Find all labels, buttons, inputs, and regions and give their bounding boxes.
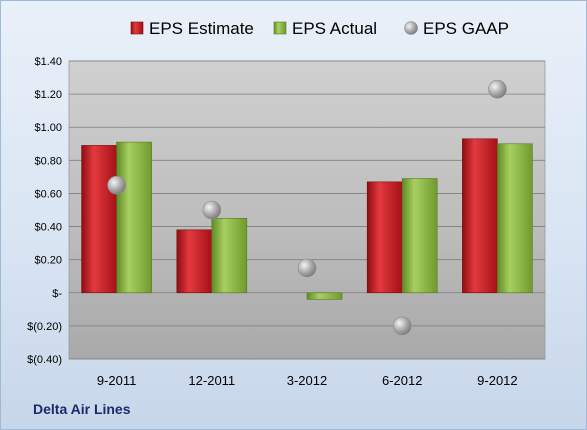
bar-eps-estimate (81, 145, 117, 294)
x-tick-label: 12-2011 (188, 373, 235, 388)
y-tick-label: $0.80 (34, 155, 62, 167)
x-tick-label: 6-2012 (382, 373, 422, 388)
bar-eps-actual (116, 141, 152, 294)
point-eps-gaap (297, 258, 317, 278)
legend-label: EPS Actual (292, 19, 377, 38)
y-tick-label: $0.60 (34, 188, 62, 200)
bar-eps-actual (306, 292, 343, 300)
legend-swatch (130, 21, 144, 35)
bar-eps-actual (401, 178, 438, 294)
x-tick-label: 9-2011 (97, 373, 137, 388)
y-tick-label: $(0.40) (27, 354, 62, 366)
y-tick-label: $1.00 (34, 122, 62, 134)
legend-swatch (404, 21, 418, 35)
x-tick-label: 3-2012 (287, 373, 327, 388)
bar-eps-estimate (462, 138, 498, 294)
legend-label: EPS Estimate (149, 19, 254, 38)
bar-eps-estimate (366, 181, 403, 294)
bar-eps-actual (211, 217, 248, 294)
company-name: Delta Air Lines (33, 401, 131, 417)
y-tick-label: $0.20 (34, 255, 62, 267)
point-eps-gaap (488, 79, 507, 99)
y-tick-label: $(0.20) (27, 321, 62, 333)
bar-eps-actual (497, 143, 533, 294)
bar-eps-estimate (176, 229, 213, 294)
y-tick-label: $1.20 (34, 89, 62, 101)
legend-label: EPS GAAP (423, 19, 509, 38)
point-eps-gaap (202, 200, 222, 220)
point-eps-gaap (392, 316, 412, 336)
point-eps-gaap (107, 175, 126, 195)
y-tick-label: $- (52, 288, 62, 300)
y-tick-label: $1.40 (34, 56, 62, 68)
y-tick-label: $0.40 (34, 222, 62, 234)
legend-swatch (273, 21, 287, 35)
x-tick-label: 9-2012 (477, 373, 517, 388)
